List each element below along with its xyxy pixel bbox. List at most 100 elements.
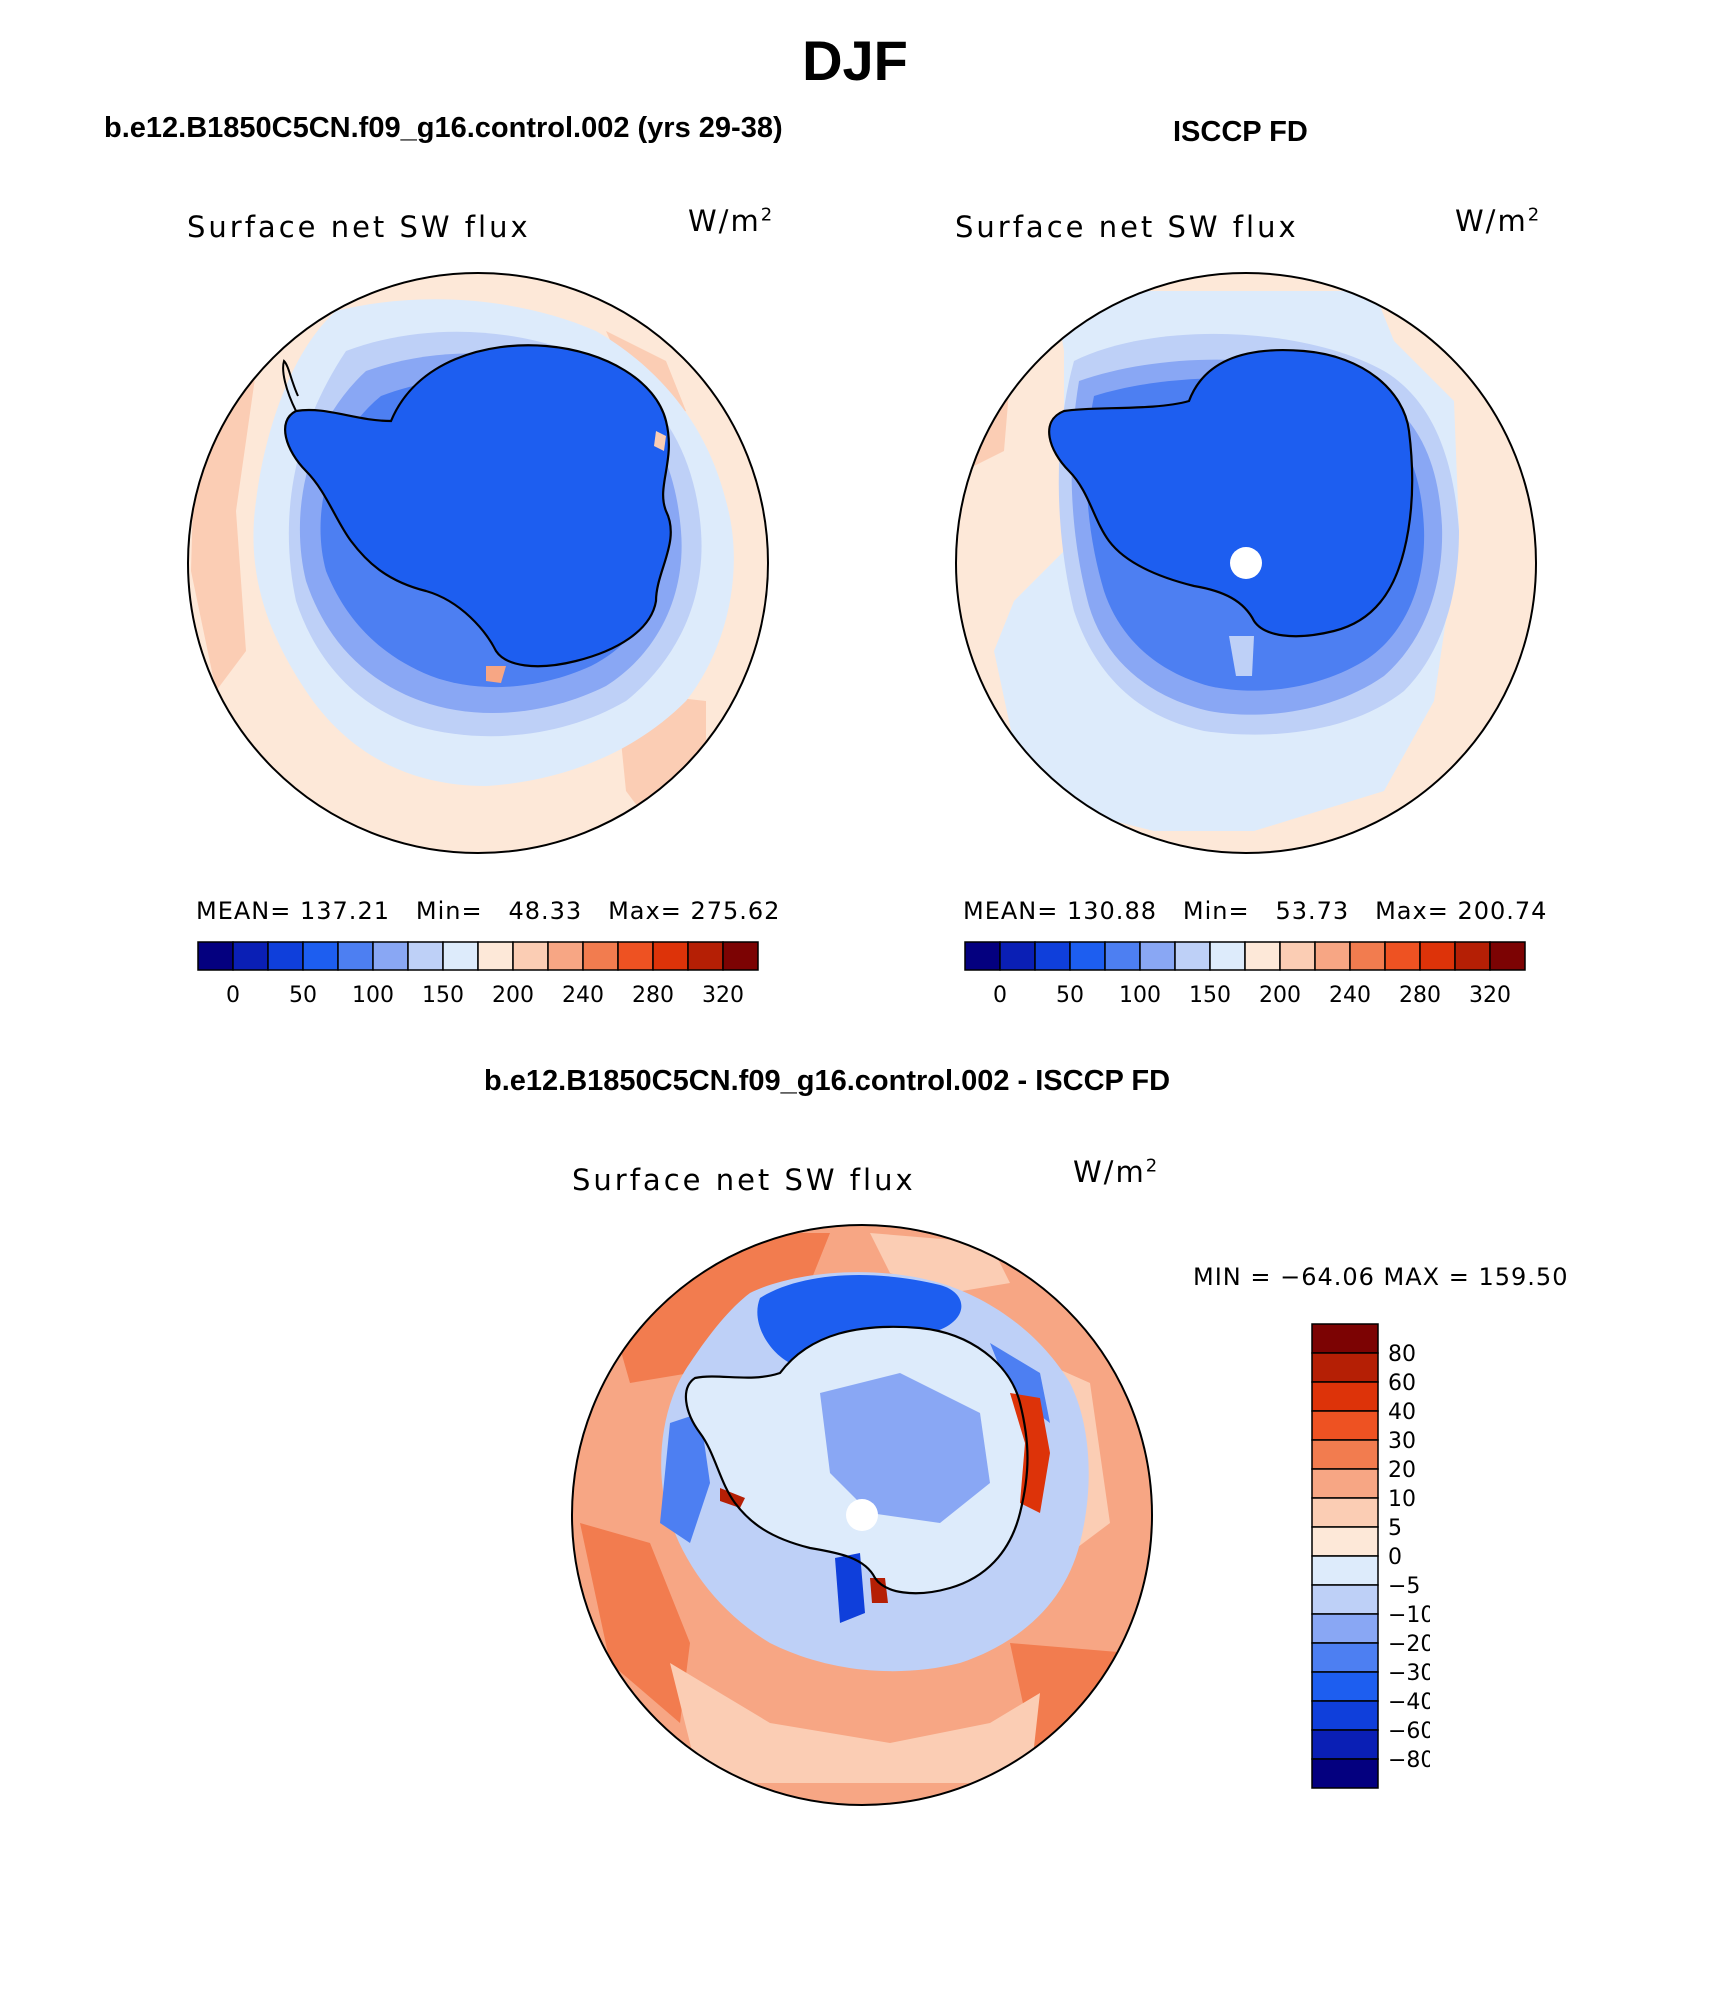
colorbar-swatch [999, 941, 1036, 971]
pole-hole [1230, 547, 1262, 579]
colorbar-tick-label: 0 [1388, 1545, 1402, 1570]
colorbar-swatch [1311, 1729, 1379, 1760]
colorbar-tick-label: 280 [1399, 983, 1441, 1008]
map-coast-pos [870, 1578, 888, 1603]
panel-title-diff: b.e12.B1850C5CN.f09_g16.control.002 - IS… [484, 1065, 1171, 1097]
map-neg-deep [660, 1413, 710, 1543]
map-warm-light [670, 1663, 1040, 1783]
map-warm-spot [486, 666, 506, 683]
colorbar-swatch [1311, 1497, 1379, 1528]
map-interior-neg [820, 1373, 990, 1523]
colorbar-obs: 0 50 100 150 200 240 280 320 [964, 941, 1526, 1008]
field-label-diff: Surface net SW flux [572, 1163, 916, 1197]
colorbar-swatch [1311, 1700, 1379, 1731]
colorbar-swatch [1314, 941, 1351, 971]
colorbar-swatch [337, 941, 374, 971]
colorbar-swatch [1419, 941, 1456, 971]
colorbar-swatch [1311, 1468, 1379, 1499]
field-label-obs: Surface net SW flux [955, 210, 1299, 244]
panel-title-obs: ISCCP FD [1173, 116, 1308, 148]
colorbar-tick-label: 10 [1388, 1487, 1416, 1512]
colorbar-tick-label: 240 [1329, 983, 1371, 1008]
colorbar-swatch [1489, 941, 1526, 971]
colorbar-tick-label: −20 [1388, 1632, 1430, 1657]
colorbar-tick-label: 50 [289, 983, 317, 1008]
colorbar-swatch [232, 941, 269, 971]
colorbar-tick-label: 200 [1259, 983, 1301, 1008]
units-label-model: W/m2 [688, 204, 775, 238]
colorbar-swatch [1209, 941, 1246, 971]
colorbar-tick-label: 150 [422, 983, 464, 1008]
colorbar-tick-label: 240 [562, 983, 604, 1008]
colorbar-swatch [407, 941, 444, 971]
colorbar-swatch [1104, 941, 1141, 971]
colorbar-swatch [1311, 1642, 1379, 1673]
map-neg-deep [757, 1275, 962, 1363]
stats-model: MEAN= 137.21 Min= 48.33 Max= 275.62 [196, 897, 781, 925]
colorbar-swatch [477, 941, 514, 971]
map-boundary [571, 1224, 1153, 1806]
map-antarctica-fill [285, 345, 671, 667]
stats-obs: MEAN= 130.88 Min= 53.73 Max= 200.74 [963, 897, 1548, 925]
colorbar-swatch [1034, 941, 1071, 971]
colorbar-swatch [1349, 941, 1386, 971]
colorbar-swatch [1279, 941, 1316, 971]
colorbar-swatch [547, 941, 584, 971]
colorbar-swatch [1311, 1352, 1379, 1383]
colorbar-tick-label: 280 [632, 983, 674, 1008]
coastline-antarctica [284, 344, 672, 668]
map-coast-pos [1010, 1393, 1050, 1513]
colorbar-tick-label: 320 [702, 983, 744, 1008]
colorbar-tick-label: 60 [1388, 1371, 1416, 1396]
colorbar-tick-label: −80 [1388, 1748, 1430, 1773]
coastline-antarctica [1048, 349, 1414, 638]
colorbar-swatch [1311, 1671, 1379, 1702]
colorbar-tick-label: 100 [352, 983, 394, 1008]
map-contour-lightblue [1229, 636, 1254, 676]
colorbar-model: 0 50 100 150 200 240 280 320 [197, 941, 759, 1008]
colorbar-swatch [302, 941, 339, 971]
colorbar-tick-label: 200 [492, 983, 534, 1008]
colorbar-swatch [372, 941, 409, 971]
minmax-text-diff: MIN = −64.06 MAX = 159.50 [1193, 1263, 1569, 1291]
colorbar-swatch [1244, 941, 1281, 971]
colorbar-tick-label: 5 [1388, 1516, 1402, 1541]
colorbar-swatch [1311, 1584, 1379, 1615]
pole-hole [846, 1499, 878, 1531]
colorbar-swatch [1311, 1381, 1379, 1412]
colorbar-swatch [512, 941, 549, 971]
colorbar-swatch [964, 941, 1001, 971]
colorbar-swatch [1311, 1613, 1379, 1644]
panel-title-model: b.e12.B1850C5CN.f09_g16.control.002 (yrs… [104, 112, 783, 144]
colorbar-tick-label: −5 [1388, 1574, 1420, 1599]
polar-map-model [187, 272, 769, 854]
colorbar-diff: 80 60 40 30 20 10 5 0 −5 −10 −20 −30 −40 −60 −80 [1311, 1323, 1430, 1789]
colorbar-tick-label: 150 [1189, 983, 1231, 1008]
colorbar-tick-label: −60 [1388, 1719, 1430, 1744]
coastline-peninsula [282, 359, 299, 412]
colorbar-swatch [1311, 1758, 1379, 1789]
colorbar-swatch [1311, 1555, 1379, 1586]
colorbar-tick-label: 30 [1388, 1429, 1416, 1454]
colorbar-swatch [267, 941, 304, 971]
field-label-model: Surface net SW flux [187, 210, 531, 244]
map-boundary [955, 272, 1537, 854]
map-antarctica-fill [1049, 350, 1413, 637]
colorbar-swatch [1069, 941, 1106, 971]
colorbar-swatch [1174, 941, 1211, 971]
colorbar-swatch [197, 941, 234, 971]
polar-map-obs [955, 272, 1537, 854]
map-warm-spot [654, 431, 666, 451]
colorbar-tick-label: 0 [226, 983, 240, 1008]
units-label-obs: W/m2 [1455, 204, 1542, 238]
polar-map-diff [571, 1224, 1153, 1806]
map-neg-deep [835, 1553, 865, 1623]
colorbar-tick-label: −30 [1388, 1661, 1430, 1686]
colorbar-tick-label: −10 [1388, 1603, 1430, 1628]
colorbar-tick-label: 80 [1388, 1342, 1416, 1367]
map-boundary [187, 272, 769, 854]
colorbar-tick-label: 320 [1469, 983, 1511, 1008]
colorbar-swatch [1454, 941, 1491, 971]
colorbar-tick-label: 20 [1388, 1458, 1416, 1483]
colorbar-tick-label: 40 [1388, 1400, 1416, 1425]
